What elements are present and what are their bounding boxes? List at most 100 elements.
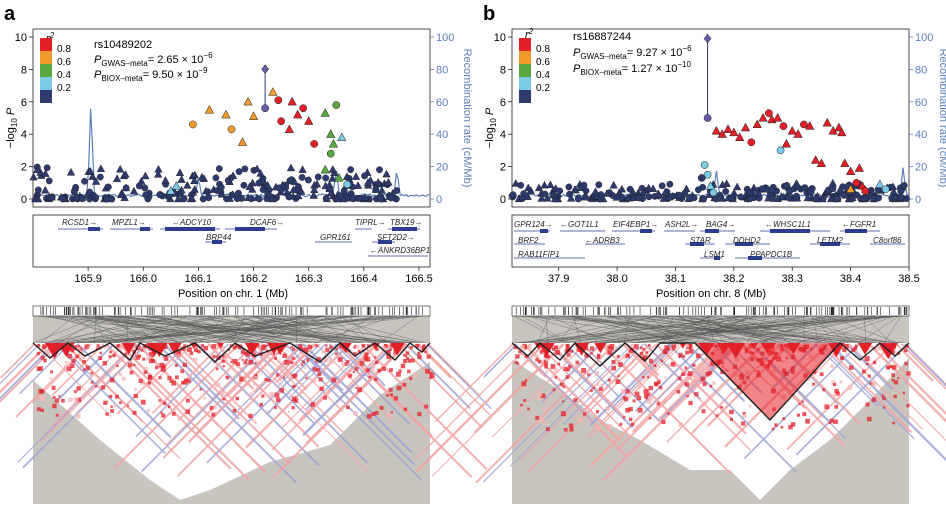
plot-b-data-point: [816, 158, 827, 167]
ld-b-fan-line: [537, 315, 551, 344]
ld-b-ld-streak: [621, 343, 662, 383]
ld-b-ld-cell: [648, 385, 654, 391]
ld-b-ld-cell: [622, 355, 628, 360]
plot-b-bg-point: [727, 194, 735, 201]
plot-b-data-point: [875, 179, 885, 188]
plot-b-bg-point: [617, 184, 627, 193]
plot-a-bg-point: [212, 174, 220, 182]
plot-b-lead-gwas-point: [703, 114, 712, 122]
plot-a-bg-point: [91, 177, 101, 185]
plot-a-bg-point: [199, 195, 207, 203]
plot-a-ytick-label: 6: [21, 97, 27, 109]
ld-a-fan-line: [260, 315, 332, 344]
ld-b-ld-cell: [632, 399, 636, 403]
ld-b-ld-cell: [524, 354, 529, 358]
ld-a-ld-cell: [264, 410, 268, 414]
plot-a-bg-point: [154, 164, 163, 173]
ld-a-ld-cell: [301, 350, 306, 355]
ld-b-ld-cell: [628, 417, 633, 422]
ld-b-ld-cell: [729, 417, 733, 421]
ld-a-fan-line: [137, 315, 188, 344]
ld-a-ld-cell: [43, 349, 48, 354]
ld-b-fan-line: [864, 315, 866, 344]
plot-a-bg-point: [177, 185, 186, 194]
plot-a-bg-point: [310, 185, 319, 194]
ld-b-ld-cell: [647, 344, 652, 349]
legend-a-label-02: 0.2: [57, 83, 71, 94]
ld-b-fan-line: [646, 315, 902, 344]
plot-a-ytick-right-label: 20: [436, 162, 448, 174]
ld-a-fan-line: [144, 315, 279, 344]
ld-a-ld-cell: [197, 379, 201, 382]
plot-a-bg-point: [197, 172, 207, 181]
ld-a-ld-cell: [158, 399, 161, 402]
ld-a-ld-cell: [346, 360, 350, 364]
plot-b-legend: r2 0.8 0.6 0.4 0.2: [519, 27, 550, 103]
ld-a-ld-cell: [194, 348, 198, 352]
ld-a-ld-cell: [195, 344, 199, 348]
plot-b-xtick-label: 38.1: [665, 273, 686, 285]
ld-b-ld-cell: [812, 382, 816, 386]
ld-b-ld-streak: [526, 343, 657, 474]
ld-a-ld-cell: [133, 393, 138, 399]
plot-b-data-point: [861, 187, 870, 195]
plot-a-bg-point: [241, 165, 249, 173]
plot-b-ytick-label: 2: [500, 162, 506, 174]
plot-b-data-point: [729, 127, 739, 137]
ld-b-ld-cell: [520, 345, 525, 350]
ld-b-ld-cell: [625, 389, 630, 394]
ld-a-ld-cell: [400, 363, 406, 369]
ld-b-ld-cell: [709, 384, 713, 388]
ld-b-ld-cell: [611, 360, 616, 364]
plot-b-ytick-right-label: 80: [915, 64, 927, 76]
ld-a-ld-block: [217, 343, 224, 349]
plot-b-data-point: [837, 127, 847, 137]
ld-a-ld-cell: [259, 402, 263, 407]
plot-b-bg-point: [580, 192, 589, 201]
ld-b-ld-cell: [574, 365, 579, 369]
ld-b-ld-cell: [701, 409, 706, 414]
ld-a-ld-cell: [410, 358, 415, 363]
ld-a-ld-cell: [267, 378, 271, 383]
ld-b-ld-cell: [712, 381, 716, 385]
plot-b-bg-point: [785, 194, 793, 202]
ld-b-ld-cell: [700, 376, 706, 382]
ld-b-ld-cell: [518, 350, 521, 354]
gene-b-rab11fip1: RAB11FIP1: [518, 250, 560, 259]
ld-a-ld-cell: [169, 379, 173, 384]
ld-b-fan-line: [826, 315, 899, 344]
ld-b-ld-cell: [782, 417, 786, 421]
ld-b-ld-cell: [835, 391, 840, 396]
ld-a-ld-cell: [396, 371, 401, 377]
ld-b-ld-streak: [644, 343, 702, 400]
ld-b-ld-cell: [720, 370, 724, 375]
ld-a-ld-streak: [112, 343, 250, 481]
ld-a-ld-cell: [424, 350, 427, 354]
ld-a-ld-cell: [256, 345, 259, 348]
plot-b-data-point: [779, 122, 788, 130]
ld-a-ld-cell: [142, 357, 146, 361]
ld-b-ld-cell: [741, 421, 746, 426]
ld-b-fan-line: [858, 315, 900, 344]
plot-a-ytick-right-label: 100: [436, 32, 454, 44]
ld-a-ld-cell: [106, 400, 109, 404]
ld-a-ld-cell: [109, 377, 115, 383]
ld-b-ld-cell: [678, 352, 683, 357]
ld-b-fan-line: [527, 315, 906, 344]
plot-b-ytick-label: 8: [500, 64, 506, 76]
ld-a-ld-cell: [112, 353, 116, 358]
plot-b-bg-point: [524, 183, 533, 192]
gene-track-b-lines: [514, 230, 905, 259]
ld-a-ld-cell: [159, 400, 163, 404]
ld-a-ld-cell: [291, 396, 297, 402]
ld-b-ld-cell: [660, 359, 664, 362]
legend-b-swatch-08: [519, 38, 531, 51]
ld-b-ld-cell: [577, 417, 583, 423]
gene-b-whsc1l1: ←WHSC1L1: [765, 220, 811, 229]
ld-b-fan-line: [518, 315, 877, 344]
ld-b-ld-cell: [681, 372, 686, 377]
ld-a-ld-streak: [113, 343, 240, 470]
ld-a-ld-cell: [94, 385, 98, 388]
ld-a-ld-cell: [203, 396, 206, 400]
